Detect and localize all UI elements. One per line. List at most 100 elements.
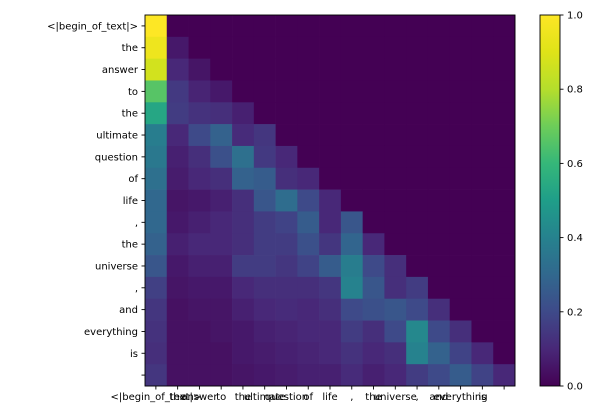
heatmap-cell <box>166 189 189 212</box>
heatmap-cell <box>493 58 516 81</box>
y-tick-label: <|begin_of_text|> <box>47 21 138 32</box>
heatmap-cell <box>493 80 516 103</box>
heatmap-cell <box>340 276 363 300</box>
heatmap-cell <box>210 36 233 59</box>
heatmap-cell <box>493 364 516 387</box>
heatmap-cell <box>427 80 451 103</box>
heatmap-cell <box>493 167 516 190</box>
heatmap-cell <box>297 167 320 190</box>
heatmap-cell <box>340 342 363 365</box>
heatmap-cell <box>275 320 298 343</box>
heatmap-cell <box>188 124 211 147</box>
heatmap-cell <box>319 36 342 59</box>
heatmap-cell <box>427 342 451 365</box>
y-tick-label: question <box>95 152 138 163</box>
heatmap-cell <box>406 80 429 103</box>
colorbar-tick-label: 0.4 <box>567 233 583 244</box>
heatmap-cell <box>493 15 516 38</box>
y-tick-label: answer <box>102 65 139 76</box>
heatmap-cell <box>275 58 298 81</box>
heatmap-cell <box>275 276 298 300</box>
heatmap-cell <box>406 36 429 59</box>
heatmap-cell <box>232 189 255 212</box>
heatmap-cell <box>232 145 255 169</box>
heatmap-cell <box>188 342 211 365</box>
heatmap-cell <box>449 211 472 234</box>
heatmap-cell <box>427 145 451 169</box>
x-tick-label: the <box>169 392 185 403</box>
heatmap-cell <box>471 255 494 278</box>
colorbar-outline <box>539 14 561 387</box>
x-tick-label: to <box>216 392 226 403</box>
heatmap-cell <box>449 298 472 321</box>
heatmap-cell <box>427 233 451 256</box>
heatmap-cell <box>297 58 320 81</box>
heatmap-cell <box>210 364 233 387</box>
heatmap-cell <box>188 276 211 300</box>
heatmap-cell <box>340 233 363 256</box>
heatmap-cell <box>145 58 168 81</box>
heatmap-cell <box>297 15 320 38</box>
heatmap-cell <box>449 58 472 81</box>
heatmap-cell <box>297 364 320 387</box>
heatmap-cell <box>384 145 407 169</box>
heatmap-cell <box>319 342 342 365</box>
heatmap-cell <box>449 145 472 169</box>
heatmap-cell <box>275 233 298 256</box>
heatmap-cell <box>210 342 233 365</box>
heatmap-cell <box>297 211 320 234</box>
heatmap-cell <box>493 233 516 256</box>
heatmap-cell <box>253 233 276 256</box>
y-tick-label: the <box>122 109 138 120</box>
y-tick-label: ultimate <box>96 131 138 142</box>
heatmap-cell <box>297 145 320 169</box>
heatmap-cell <box>210 211 233 234</box>
heatmap-cell <box>384 124 407 147</box>
heatmap-cell <box>362 124 385 147</box>
heatmap-cell <box>319 167 342 190</box>
heatmap-cell <box>319 124 342 147</box>
heatmap-cell <box>493 145 516 169</box>
heatmap-cell <box>166 58 189 81</box>
heatmap-cell <box>384 364 407 387</box>
heatmap-cell <box>427 276 451 300</box>
heatmap-cell <box>232 233 255 256</box>
heatmap-cell <box>427 167 451 190</box>
heatmap-cell <box>471 276 494 300</box>
heatmap-cell <box>145 36 168 59</box>
x-tick-label: universe <box>374 392 417 403</box>
heatmap-cell <box>340 211 363 234</box>
heatmap-cell <box>406 211 429 234</box>
heatmap-cell <box>253 320 276 343</box>
heatmap-cell <box>319 189 342 212</box>
heatmap-cell <box>406 124 429 147</box>
heatmap-cell <box>471 80 494 103</box>
heatmap-cell <box>275 15 298 38</box>
heatmap-cell <box>319 233 342 256</box>
heatmap-cell <box>384 167 407 190</box>
heatmap-cell <box>166 233 189 256</box>
heatmap-cell <box>406 102 429 125</box>
heatmap-cell <box>384 80 407 103</box>
heatmap-cell <box>427 58 451 81</box>
heatmap-cell <box>188 102 211 125</box>
heatmap-cell <box>188 255 211 278</box>
heatmap-cell <box>449 124 472 147</box>
heatmap-cell <box>406 364 429 387</box>
heatmap-cell <box>188 364 211 387</box>
heatmap-cell <box>406 342 429 365</box>
heatmap-cell <box>471 298 494 321</box>
heatmap-cell <box>493 255 516 278</box>
heatmap-cell <box>253 167 276 190</box>
heatmap-cell <box>166 145 189 169</box>
heatmap-cell <box>406 298 429 321</box>
heatmap-cell <box>340 80 363 103</box>
heatmap-cell <box>297 298 320 321</box>
heatmap-cell <box>471 364 494 387</box>
heatmap-cell <box>406 145 429 169</box>
heatmap-cell <box>253 211 276 234</box>
heatmap-cell <box>275 364 298 387</box>
heatmap-cell <box>275 255 298 278</box>
heatmap-cell <box>319 364 342 387</box>
heatmap-cell <box>232 15 255 38</box>
